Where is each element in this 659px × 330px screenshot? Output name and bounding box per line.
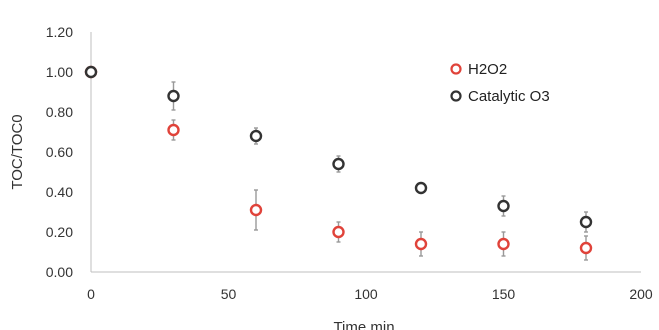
data-point	[579, 241, 593, 255]
x-tick-label: 0	[87, 286, 95, 302]
y-tick-label: 0.20	[46, 224, 73, 240]
data-point	[249, 129, 263, 143]
data-point	[84, 65, 98, 79]
x-tick-label: 200	[629, 286, 653, 302]
y-tick-label: 1.00	[46, 64, 73, 80]
data-point	[167, 123, 180, 137]
series-1	[84, 65, 593, 233]
y-tick-label: 1.20	[46, 24, 73, 40]
data-point	[414, 181, 428, 195]
data-point	[579, 215, 593, 229]
data-point	[332, 225, 345, 239]
data-point	[497, 237, 510, 251]
y-axis-label: TOC/TOC0	[9, 114, 26, 189]
legend-marker	[450, 90, 462, 102]
x-tick-label: 150	[492, 286, 516, 302]
tick-labels: 0.00 0.20 0.40 0.60 0.80 1.00 1.20 0 50 100 150 200	[46, 24, 653, 302]
legend-marker	[450, 63, 462, 75]
data-point	[497, 199, 510, 213]
y-tick-label: 0.00	[46, 264, 73, 280]
x-tick-label: 50	[221, 286, 237, 302]
legend-label: Catalytic O3	[468, 88, 550, 105]
legend-label: H2O2	[468, 61, 507, 78]
y-tick-label: 0.60	[46, 144, 73, 160]
data-point	[414, 237, 428, 251]
x-axis-label: Time min	[333, 319, 394, 330]
axes	[90, 32, 641, 273]
x-tick-label: 100	[354, 286, 378, 302]
y-tick-label: 0.40	[46, 184, 73, 200]
data-point	[249, 203, 263, 217]
data-point	[332, 157, 345, 171]
data-point	[167, 89, 180, 103]
legend: H2O2 Catalytic O3	[450, 61, 550, 105]
data-series	[84, 65, 593, 261]
y-tick-label: 0.80	[46, 104, 73, 120]
